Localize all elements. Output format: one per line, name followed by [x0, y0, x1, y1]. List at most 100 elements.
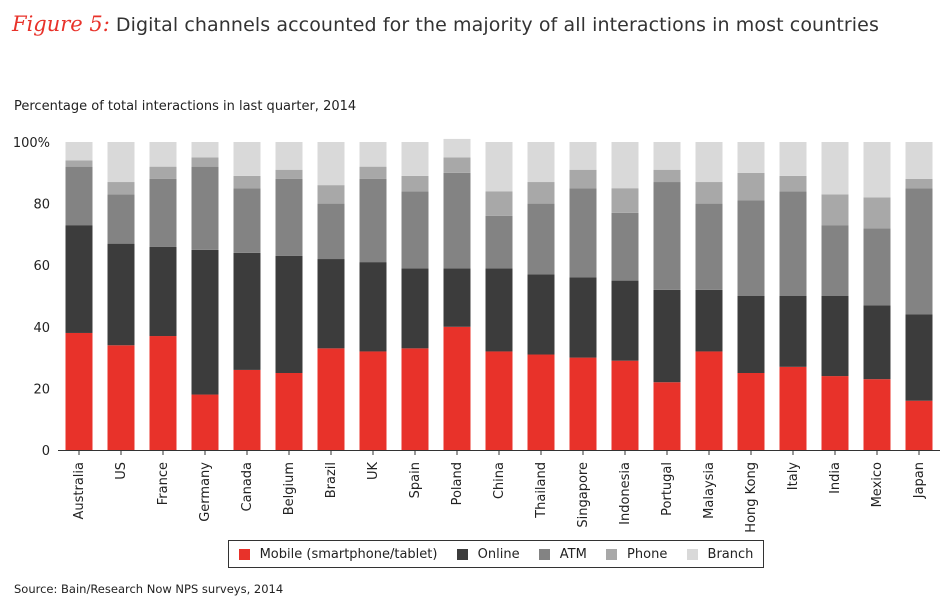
bar-segment	[653, 169, 681, 183]
bar-segment	[779, 142, 807, 176]
x-category-label: Canada	[240, 462, 255, 511]
legend-swatch	[456, 548, 468, 560]
x-category-label: Belgium	[282, 462, 297, 515]
bar-segment	[485, 268, 513, 352]
legend-item: Phone	[606, 547, 667, 562]
bar-segment	[359, 262, 387, 352]
bar-segment	[317, 185, 345, 204]
bar-segment	[611, 212, 639, 281]
x-category-label: Hong Kong	[744, 462, 759, 533]
x-category-label: France	[156, 462, 171, 505]
figure-label: Figure 5:	[12, 12, 110, 36]
x-category-label: Poland	[450, 462, 465, 505]
bar-segment	[149, 178, 177, 247]
bar-segment	[611, 280, 639, 361]
bar-segment	[527, 203, 555, 275]
legend-label: ATM	[559, 546, 587, 562]
legend-item: Mobile (smartphone/tablet)	[238, 547, 437, 562]
bar-segment	[485, 142, 513, 192]
bar-segment	[569, 169, 597, 189]
legend-swatch	[606, 548, 618, 560]
bar-segment	[443, 172, 471, 269]
bar-segment	[695, 289, 723, 352]
bar-segment	[527, 354, 555, 450]
bar-segment	[611, 142, 639, 189]
bar-segment	[737, 142, 765, 173]
bar-segment	[401, 142, 429, 176]
bar-segment	[65, 142, 93, 161]
y-tick-label: 100%	[13, 136, 50, 151]
bar-segment	[779, 175, 807, 192]
bar-segment	[191, 394, 219, 450]
bar-segment	[653, 182, 681, 290]
bar-segment	[485, 215, 513, 269]
bar-segment	[233, 369, 261, 450]
bar-segment	[569, 142, 597, 170]
bar-segment	[821, 376, 849, 450]
x-category-label: Italy	[786, 462, 801, 491]
x-category-label: Australia	[72, 462, 87, 520]
bar-segment	[653, 289, 681, 383]
x-category-label: India	[828, 462, 843, 494]
bar-segment	[863, 142, 891, 198]
bar-segment	[401, 348, 429, 450]
bar-segment	[863, 379, 891, 450]
bar-segment	[905, 142, 933, 179]
bar-segment	[149, 246, 177, 337]
bar-segment	[695, 142, 723, 183]
x-category-label: Germany	[198, 462, 213, 522]
bar-segment	[611, 188, 639, 213]
bar-segment	[485, 191, 513, 216]
bar-segment	[317, 142, 345, 186]
bar-segment	[275, 373, 303, 450]
x-category-label: Malaysia	[702, 462, 717, 519]
bar-segment	[401, 175, 429, 192]
bar-segment	[779, 296, 807, 367]
bar-segment	[359, 142, 387, 167]
x-category-label: Spain	[408, 462, 423, 498]
bar-segment	[317, 203, 345, 260]
bar-segment	[905, 314, 933, 401]
bar-segment	[65, 225, 93, 333]
bar-segment	[569, 357, 597, 450]
bar-segment	[905, 400, 933, 450]
bar-segment	[107, 243, 135, 346]
x-category-label: Portugal	[660, 462, 675, 516]
x-category-label: UK	[366, 462, 381, 481]
bar-segment	[107, 345, 135, 450]
x-category-label: China	[492, 462, 507, 499]
bar-segment	[107, 142, 135, 183]
bar-segment	[401, 191, 429, 269]
bar-segment	[737, 172, 765, 201]
y-tick-label: 60	[33, 259, 50, 274]
bar-segment	[233, 188, 261, 253]
figure-title: Figure 5: Digital channels accounted for…	[12, 12, 879, 36]
bar-segment	[233, 175, 261, 189]
stacked-bar-chart: 0 20 40 60 80 100% Australia US France Germany Can…	[13, 136, 940, 533]
bar-segment	[149, 336, 177, 450]
bar-segment	[359, 178, 387, 263]
x-category-label: Mexico	[870, 462, 885, 507]
x-category-label: US	[114, 462, 129, 480]
y-tick-label: 40	[33, 321, 50, 336]
y-tick-label: 0	[42, 444, 50, 459]
chart-legend: Mobile (smartphone/tablet) Online ATM Phone…	[228, 540, 764, 568]
bar-segment	[905, 188, 933, 315]
bar-segment	[275, 142, 303, 170]
bar-segment	[191, 157, 219, 167]
bar-segment	[233, 252, 261, 370]
legend-item: Online	[456, 547, 520, 562]
legend-swatch	[238, 548, 250, 560]
legend-label: Branch	[707, 546, 754, 562]
bar-segment	[695, 351, 723, 450]
bar-segment	[149, 142, 177, 167]
bar-segment	[275, 178, 303, 256]
bar-segment	[695, 203, 723, 290]
y-tick-label: 20	[33, 382, 50, 397]
bar-segment	[527, 182, 555, 204]
x-category-label: Japan	[912, 462, 927, 499]
y-tick-label: 80	[33, 198, 50, 213]
legend-swatch	[686, 548, 698, 560]
bar-segment	[821, 296, 849, 377]
source-note: Source: Bain/Research Now NPS surveys, 2…	[14, 582, 284, 596]
